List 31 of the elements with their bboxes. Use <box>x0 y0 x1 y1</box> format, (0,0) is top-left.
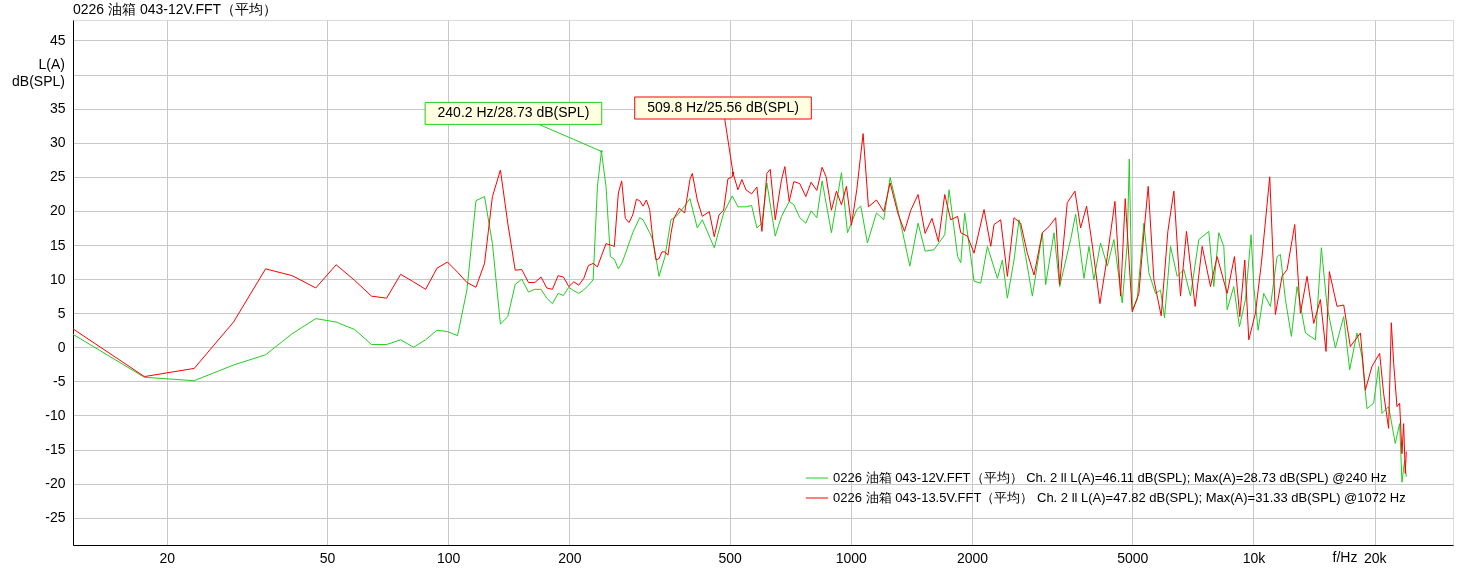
x-tick-label: 20 <box>159 549 176 566</box>
x-tick-label: 50 <box>319 549 336 566</box>
y-tick-label: 30 <box>49 134 66 151</box>
y-tick-label: 45 <box>49 31 66 48</box>
y-tick-label: 5 <box>57 304 66 321</box>
y-tick-label: -10 <box>45 406 66 423</box>
x-tick-label: 100 <box>437 549 461 566</box>
y-tick-label: -25 <box>45 509 66 526</box>
x-tick-label: 10k <box>1242 549 1267 566</box>
y-tick-label: -20 <box>45 475 66 492</box>
x-tick-label: 200 <box>558 549 582 566</box>
chart-title: 0226 油箱 043-12V.FFT（平均） <box>73 1 278 17</box>
x-tick-label: 5000 <box>1117 549 1149 566</box>
y-tick-label: 10 <box>49 270 66 287</box>
y-tick-label: -5 <box>53 372 66 389</box>
y-tick-label: 20 <box>49 202 66 219</box>
y-axis-title: L(A) dB(SPL) <box>12 56 65 89</box>
x-tick-label: 20k <box>1363 549 1388 566</box>
x-tick-label: 2000 <box>956 549 989 566</box>
y-tick-label: 0 <box>57 338 66 355</box>
annotation: 240.2 Hz/28.73 dB(SPL) <box>437 104 590 121</box>
y-tick-label: 35 <box>49 100 66 117</box>
legend-label: 0226 油箱 043-12V.FFT（平均） Ch. 2 ll L(A)=46.11 dB(SPL); Max(A)=28.73 dB(SPL) @240 Hz <box>833 470 1387 485</box>
x-axis-title: f/Hz <box>1332 549 1358 565</box>
x-tick-label: 500 <box>718 549 743 566</box>
y-tick-label: -15 <box>45 441 66 458</box>
annotation: 509.8 Hz/25.56 dB(SPL) <box>647 99 799 115</box>
x-tick-label: 1000 <box>835 549 868 566</box>
legend-label: 0226 油箱 043-13.5V.FFT（平均） Ch. 2 ll L(A)=47.82 dB(SPL); Max(A)=31.33 dB(SPL) @1072 Hz <box>833 490 1406 505</box>
y-tick-label: 25 <box>49 168 66 185</box>
y-tick-label: 15 <box>49 236 66 253</box>
